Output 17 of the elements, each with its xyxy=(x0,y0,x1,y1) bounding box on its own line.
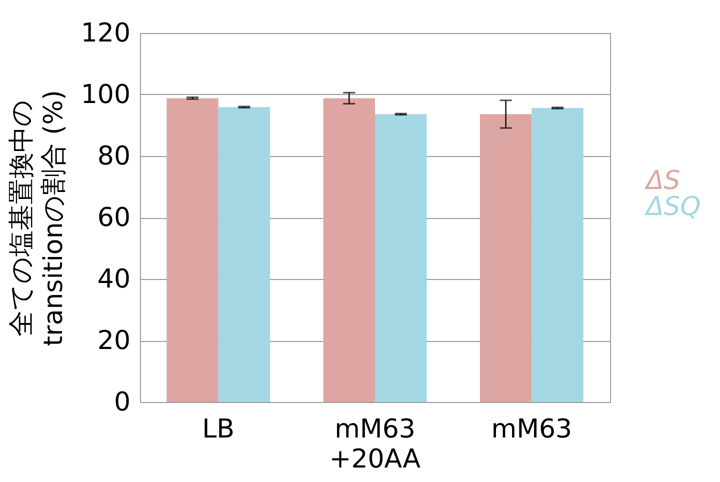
bar xyxy=(323,98,375,402)
y-tick-label: 100 xyxy=(80,80,130,110)
y-tick-label: 80 xyxy=(97,142,130,172)
y-tick-label: 40 xyxy=(97,264,130,294)
bar xyxy=(532,108,584,402)
bar xyxy=(375,114,427,402)
bar xyxy=(480,114,532,402)
y-tick-label: 60 xyxy=(97,203,130,233)
y-tick-label: 120 xyxy=(80,18,130,48)
bar xyxy=(166,98,218,402)
y-axis-title: 全ての塩基置換中の transitionの割合 (%) xyxy=(6,90,69,346)
x-tick-label: mM63 xyxy=(491,414,572,444)
x-tick-label: LB xyxy=(202,414,234,444)
bar xyxy=(218,107,270,402)
y-tick-label: 0 xyxy=(114,388,130,418)
x-tick-label: mM63 +20AA xyxy=(329,414,421,474)
y-tick-label: 20 xyxy=(97,326,130,356)
